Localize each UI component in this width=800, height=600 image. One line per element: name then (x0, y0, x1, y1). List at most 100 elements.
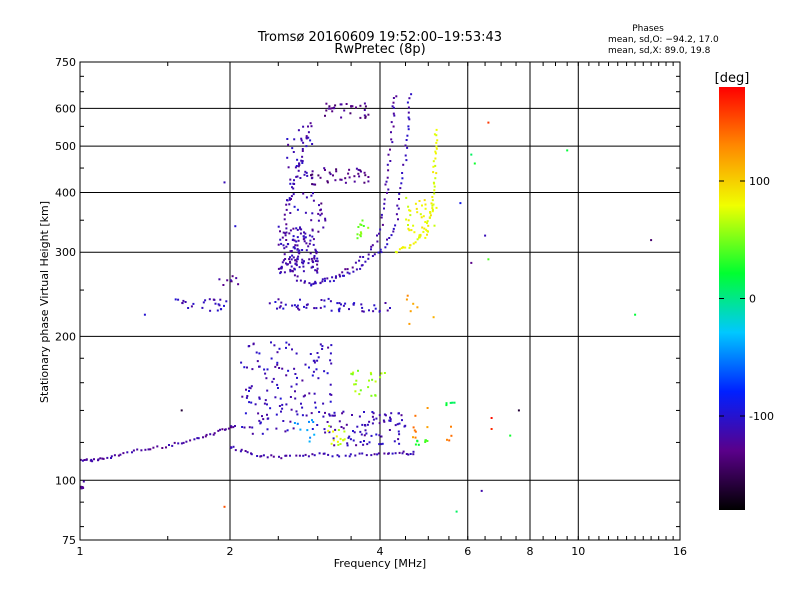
echo-point (277, 298, 280, 301)
echo-point (424, 439, 427, 442)
echo-point (358, 259, 361, 262)
echo-point (394, 250, 397, 253)
echo-point (363, 171, 366, 174)
echo-point (307, 125, 309, 128)
echo-point (309, 122, 312, 125)
echo-point (346, 268, 349, 271)
echo-point (332, 439, 335, 442)
echo-point (299, 428, 302, 431)
echo-point (323, 305, 326, 308)
echo-point (240, 448, 243, 451)
echo-point (252, 343, 255, 346)
echo-point (117, 454, 120, 457)
echo-point (383, 202, 386, 205)
echo-point (399, 187, 402, 190)
echo-point (288, 232, 291, 235)
echo-point (286, 199, 288, 202)
info-line-x: mean, sd,X: 89.0, 19.8 (608, 46, 711, 56)
echo-point (407, 205, 410, 208)
echo-point (294, 373, 297, 375)
echo-point (296, 175, 299, 178)
echo-point (235, 277, 238, 280)
echo-point (290, 265, 293, 268)
echo-point (282, 244, 285, 247)
echo-point (408, 118, 411, 121)
echo-point (364, 260, 367, 263)
echo-point (295, 227, 298, 230)
echo-point (339, 275, 341, 278)
echo-point (301, 162, 304, 164)
echo-point (319, 306, 322, 309)
echo-point (359, 234, 362, 236)
echo-point (412, 450, 415, 453)
echo-point (202, 436, 204, 439)
echo-point (232, 426, 235, 429)
echo-point (309, 353, 312, 355)
echo-point (310, 284, 313, 287)
echo-point (306, 429, 309, 432)
echo-point (409, 209, 412, 212)
echo-point (304, 280, 306, 283)
echo-point (193, 438, 196, 441)
echo-point (273, 344, 276, 347)
echo-point (359, 389, 362, 392)
echo-point (315, 307, 318, 310)
echo-point (361, 310, 364, 313)
echo-point (289, 396, 292, 398)
echo-point (299, 177, 302, 179)
echo-point (316, 352, 319, 354)
echo-point (376, 453, 379, 456)
echo-point (316, 257, 319, 260)
echo-point (367, 257, 370, 260)
echo-point (449, 401, 452, 404)
echo-point (293, 138, 296, 141)
echo-point (149, 448, 152, 451)
echo-point (487, 258, 490, 261)
echo-point (343, 274, 345, 277)
echo-point (389, 416, 391, 419)
echo-point (305, 136, 308, 139)
echo-point (185, 440, 188, 443)
echo-point (433, 185, 436, 188)
echo-point (304, 170, 307, 173)
echo-point (384, 183, 387, 186)
echo-point (292, 193, 295, 196)
echo-point (289, 270, 292, 273)
echo-point (344, 268, 347, 271)
echo-point (359, 116, 362, 119)
echo-point (406, 101, 409, 104)
echo-point (329, 425, 332, 428)
echo-point (324, 217, 327, 220)
echo-point (297, 165, 300, 168)
echo-point (299, 279, 302, 282)
echo-point (329, 300, 332, 303)
echo-point (425, 228, 428, 231)
echo-point (334, 276, 337, 279)
echo-point (351, 266, 354, 269)
echo-point (311, 266, 314, 268)
echo-point (313, 307, 316, 310)
echo-point (377, 251, 380, 254)
echo-point (459, 202, 462, 205)
echo-point (433, 133, 436, 136)
echo-point (234, 449, 237, 452)
echo-point (354, 383, 357, 386)
y-tick-label: 75 (62, 534, 76, 547)
echo-point (383, 452, 386, 455)
echo-point (328, 171, 331, 174)
echo-point (424, 207, 427, 210)
echo-point (394, 424, 397, 427)
echo-point (371, 415, 374, 418)
echo-point (362, 225, 365, 227)
echo-point (276, 383, 279, 386)
echo-point (386, 243, 389, 246)
echo-point (650, 239, 653, 242)
echo-point (407, 125, 410, 128)
echo-point (391, 141, 394, 144)
echo-point (426, 407, 429, 409)
echo-point (247, 345, 250, 348)
echo-point (368, 420, 371, 423)
echo-point (267, 417, 270, 420)
echo-point (295, 175, 298, 178)
echo-point (269, 407, 272, 410)
